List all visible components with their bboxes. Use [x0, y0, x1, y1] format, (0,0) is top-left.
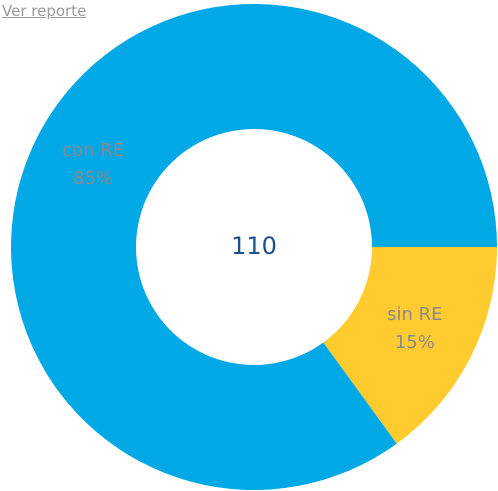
slice-value-label: 85%: [73, 168, 113, 189]
center-total: 110: [231, 232, 277, 260]
slice-value-label: 15%: [395, 332, 435, 353]
donut-slice: [10, 4, 498, 491]
report-link[interactable]: Ver reporte: [2, 2, 87, 20]
slice-category-label: sin RE: [387, 304, 442, 325]
donut-slice: [323, 247, 497, 444]
slice-category-label: con RE: [62, 140, 124, 161]
